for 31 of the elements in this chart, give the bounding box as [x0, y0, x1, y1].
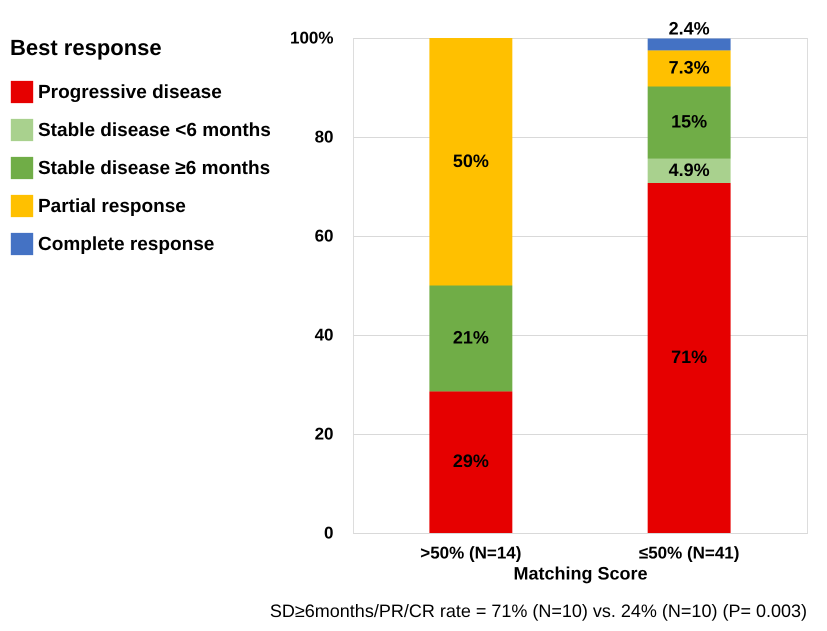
bar: [429, 286, 512, 392]
x-tick-label: ≤50% (N=41): [638, 544, 740, 562]
bar: [648, 38, 731, 50]
legend-label: Stable disease <6 months: [38, 120, 271, 141]
data-label: 71%: [671, 347, 708, 368]
y-tick-label: 0: [324, 524, 334, 542]
legend-label: Complete response: [38, 234, 214, 255]
legend-label: Partial response: [38, 196, 186, 217]
legend-title: Best response: [10, 35, 162, 60]
data-label: 21%: [452, 327, 489, 348]
bar: [429, 38, 512, 286]
data-label: 15%: [671, 112, 708, 132]
data-label: 7.3%: [668, 57, 710, 78]
x-tick-label: >50% (N=14): [420, 544, 522, 562]
y-tick-label: 80: [314, 128, 334, 146]
data-label: 2.4%: [668, 18, 710, 38]
data-label: 4.9%: [668, 160, 710, 180]
data-label: 29%: [452, 451, 489, 472]
y-tick-label: 20: [314, 424, 334, 444]
y-tick-label: 100%: [290, 28, 334, 48]
text: SD≥6months/PR/CR rate = 71% (N=10) vs. 24% (N=10) (P= 0.003): [270, 601, 807, 621]
y-tick-label: 40: [314, 326, 334, 344]
legend-label: Progressive disease: [38, 82, 222, 103]
bar: [429, 391, 512, 533]
x-axis-title: Matching Score: [513, 564, 648, 584]
bar: [648, 86, 731, 159]
data-label: 50%: [452, 150, 489, 171]
bar: [648, 183, 731, 533]
bar: [648, 50, 731, 87]
legend-label: Stable disease ≥6 months: [38, 158, 270, 179]
y-tick-label: 60: [314, 226, 334, 246]
